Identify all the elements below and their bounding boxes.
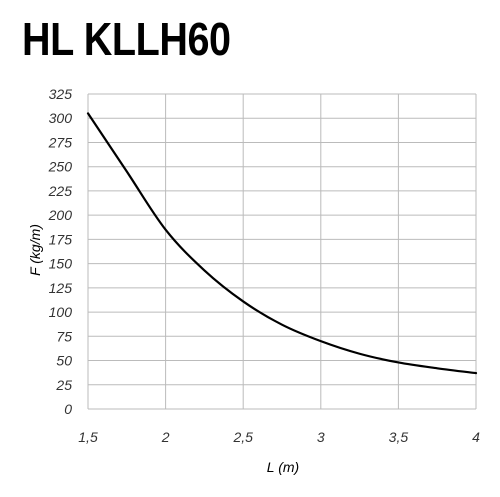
series: [86, 112, 478, 375]
x-tick-label: 1,5: [78, 429, 98, 445]
y-axis-ticks: 0 25 50 75 100 125 150 175 200 225 250 275 300 325: [48, 86, 73, 417]
y-tick-label: 75: [56, 328, 72, 344]
grid: [87, 93, 477, 410]
y-tick-label: 100: [49, 304, 73, 320]
y-tick-label: 225: [48, 183, 73, 199]
y-tick-label: 250: [48, 159, 73, 175]
y-tick-label: 175: [49, 231, 73, 247]
x-tick-label: 2,5: [232, 429, 253, 445]
chart-title: HL KLLH60: [22, 13, 231, 65]
y-tick-label: 275: [48, 134, 73, 150]
y-tick-label: 325: [49, 86, 73, 102]
y-tick-label: 50: [56, 353, 72, 369]
x-axis-ticks: 1,5 2 2,5 3 3,5 4: [78, 429, 480, 445]
x-axis-label: L (m): [267, 459, 299, 475]
y-tick-label: 125: [49, 280, 73, 296]
x-tick-label: 2: [161, 429, 170, 445]
y-tick-label: 25: [55, 377, 72, 393]
x-tick-label: 3: [317, 429, 325, 445]
y-tick-label: 200: [48, 207, 73, 223]
x-tick-label: 4: [472, 429, 480, 445]
y-tick-label: 0: [64, 401, 72, 417]
series-line: [86, 112, 478, 375]
y-tick-label: 300: [49, 110, 73, 126]
x-tick-label: 3,5: [389, 429, 409, 445]
y-tick-label: 150: [49, 256, 73, 272]
y-axis-label: F (kg/m): [27, 224, 43, 276]
